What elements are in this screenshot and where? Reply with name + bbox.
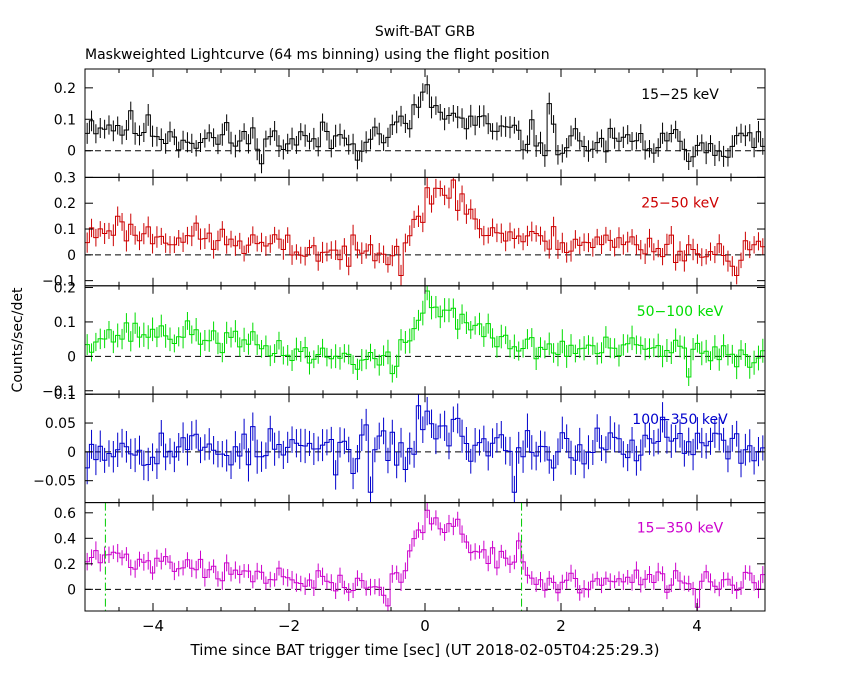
series-15-25-kev [85,75,765,174]
y-tick-label: 0.4 [54,531,76,547]
y-tick-label: 0.6 [54,506,76,522]
y-tick-label: 0 [67,144,76,160]
y-tick-label: 0 [67,349,76,365]
step-line [85,179,765,276]
y-tick-label: −0.1 [42,384,76,400]
x-tick-label: 2 [556,617,566,635]
step-line [85,509,765,608]
y-tick-label: 0.05 [45,416,76,432]
x-tick-label: −4 [142,617,164,635]
x-axis-label: Time since BAT trigger time [sec] (UT 20… [190,641,660,659]
band-label: 15−350 keV [637,521,724,537]
step-line [85,84,765,165]
series-100-350-kev [85,394,765,503]
chart-title: Swift-BAT GRB [375,24,475,40]
panels-group: 00.10.2 15−25 keV−0.100.10.20.325−50 keV−… [33,68,766,635]
y-tick-label: 0.2 [54,281,76,297]
y-axis-label: Counts/sec/det [10,287,26,392]
y-tick-label: −0.05 [33,474,76,490]
series-15-350-kev [85,502,765,612]
x-tick-label: 0 [420,617,430,635]
y-tick-label: 0.1 [54,222,76,238]
y-tick-label: 0 [67,445,76,461]
y-tick-label: 0 [67,248,76,264]
step-line [85,290,765,378]
series-25-50-kev [85,177,765,286]
y-tick-label: 0 [67,582,76,598]
y-tick-label: −0.1 [42,274,76,290]
panel-25-50-kev: −0.1 0 0.1 0.2 0.3 25−50 keV [42,170,766,290]
y-tick-label: 0.1 [54,112,76,128]
y-tick-label: 0.1 [54,315,76,331]
y-tick-label: 0.3 [54,170,76,186]
y-tick-label: 0.2 [54,196,76,212]
panel-15-350-kev: 0 0.2 0.4 0.6 15−350 keV [54,502,766,612]
y-tick-label: 0.2 [54,81,76,97]
y-tick-label: 0.1 [54,387,76,403]
band-label: 25−50 keV [641,195,719,211]
band-label: 100−350 keV [632,412,728,428]
y-tick-label: 0.2 [54,557,76,573]
x-tick-label: −2 [278,617,300,635]
chart-subtitle: Maskweighted Lightcurve (64 ms binning) … [85,47,550,63]
panel-100-350-kev: −0.05 0 0.05 0.1 100−350 keV [33,387,766,504]
band-label: 50−100 keV [637,304,724,320]
panel-15-25-kev: 0 0.1 0.2 15−25 keV [54,68,766,178]
x-tick-label: 4 [692,617,702,635]
series-50-100-kev [85,285,765,386]
step-line [85,405,765,493]
panel-50-100-kev: −0.1 0 0.1 0.2 50−100 keV [42,281,766,400]
band-label: 15−25 keV [641,87,719,103]
